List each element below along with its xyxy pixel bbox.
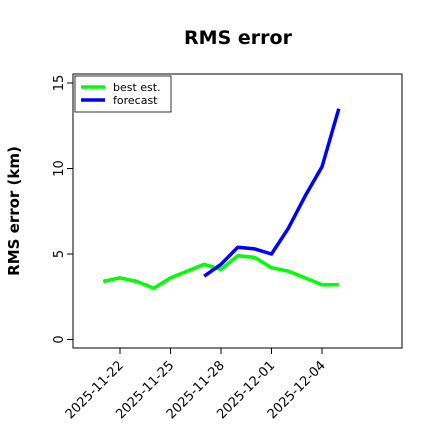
legend-label: best est. xyxy=(113,81,161,94)
y-tick-label: 15 xyxy=(52,75,67,92)
series-forecast xyxy=(203,108,341,278)
legend: best est.forecast xyxy=(74,75,172,113)
chart-title: RMS error xyxy=(184,27,293,49)
series-best-est xyxy=(102,253,339,290)
plot-frame xyxy=(72,73,403,349)
y-tick-label: 0 xyxy=(52,335,67,343)
y-tick-label: 10 xyxy=(52,160,67,177)
y-tick-label: 5 xyxy=(52,250,67,258)
series-layer xyxy=(102,108,341,290)
y-axis-label: RMS error (km) xyxy=(5,146,23,276)
series-line xyxy=(203,108,341,278)
axis-ticks: 0510152025-11-222025-11-252025-11-282025… xyxy=(52,75,329,423)
legend-box xyxy=(74,75,172,113)
series-line xyxy=(102,253,339,290)
legend-label: forecast xyxy=(113,94,158,107)
